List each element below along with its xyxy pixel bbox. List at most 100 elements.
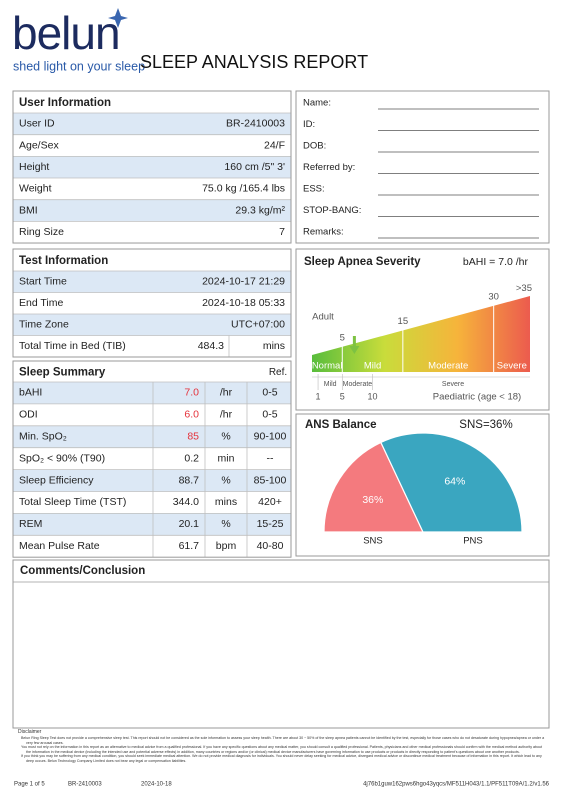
section-title: User Information: [19, 97, 111, 109]
row-label: SpO₂ < 90% (T90): [19, 452, 105, 464]
row-shade: [13, 469, 291, 492]
row-label: Time Zone: [19, 319, 69, 331]
row-unit: /hr: [220, 409, 233, 421]
row-ref: 15-25: [257, 518, 284, 530]
disclaimer-item: You must not rely on the information in …: [21, 745, 543, 754]
row-ref: 420+: [258, 496, 282, 508]
row-label: ODI: [19, 409, 38, 421]
form-label: Name:: [303, 98, 331, 109]
section-title: Sleep Summary: [19, 367, 106, 379]
section-box: [12, 90, 292, 244]
row-value: 484.3: [198, 340, 224, 352]
slice-label: 64%: [444, 476, 465, 488]
row-ref: 0-5: [262, 409, 277, 421]
row-shade: [13, 199, 291, 222]
adult-category: Mild: [364, 361, 381, 372]
row-ref: 90-100: [254, 431, 287, 443]
adult-tick-label: 5: [340, 332, 345, 343]
tagline: shed light on your sleep: [13, 59, 145, 73]
row-shade: [13, 156, 291, 179]
row-value: 160 cm /5" 3': [224, 161, 285, 173]
row-label: bAHI: [19, 387, 42, 399]
category-label: SNS: [363, 536, 383, 547]
section-title: Comments/Conclusion: [20, 565, 145, 577]
row-unit: bpm: [216, 540, 237, 552]
row-label: REM: [19, 518, 42, 530]
row-shade: [13, 113, 291, 135]
section-box: [12, 360, 292, 558]
row-unit: %: [221, 474, 230, 486]
row-value: UTC+07:00: [231, 319, 285, 331]
row-value: 6.0: [184, 409, 199, 421]
row-label: Start Time: [19, 276, 67, 288]
row-label: Ring Size: [19, 226, 64, 238]
row-value: 7.0: [184, 387, 199, 399]
paediatric-tick-label: 1: [316, 391, 321, 401]
adult-label: Adult: [312, 312, 334, 323]
row-label: Height: [19, 161, 49, 173]
form-label: Remarks:: [303, 227, 344, 238]
bahi-label: bAHI = 7.0 /hr: [463, 256, 529, 268]
footer-date: 2024-10-18: [141, 782, 172, 788]
disclaimer-title: Disclaimer: [18, 729, 42, 735]
row-value: 344.0: [173, 496, 199, 508]
adult-category: Normal: [312, 361, 343, 372]
row-label: BMI: [19, 204, 38, 216]
bahi-marker: [349, 336, 360, 354]
logo-star: [108, 8, 128, 28]
row-label: Total Time in Bed (TIB): [19, 340, 126, 352]
row-shade: [13, 425, 291, 448]
paediatric-label: Paediatric (age < 18): [433, 392, 521, 403]
row-value: 24/F: [264, 139, 285, 151]
row-value: 2024-10-18 05:33: [202, 297, 285, 309]
row-value: 2024-10-17 21:29: [202, 276, 285, 288]
adult-category: Severe: [497, 361, 527, 372]
paediatric-category: Severe: [442, 381, 464, 388]
row-shade: [13, 513, 291, 536]
disclaimer-item: Belun Ring Sleep Test does not provide a…: [21, 736, 545, 745]
footer-user-id: BR-2410003: [68, 782, 102, 788]
row-value: 61.7: [179, 540, 200, 552]
disclaimer: Disclaimer Belun Ring Sleep Test does no…: [18, 729, 548, 764]
paediatric-category: Moderate: [343, 381, 373, 388]
chart-title: ANS Balance: [305, 419, 377, 431]
row-ref: 40-80: [257, 540, 284, 552]
row-unit: mins: [263, 340, 285, 352]
form-label: Referred by:: [303, 162, 355, 173]
row-value: 29.3 kg/m²: [235, 204, 285, 216]
row-label: Age/Sex: [19, 139, 59, 151]
severity-box: [295, 248, 550, 411]
row-value: 0.2: [184, 452, 199, 464]
row-ref: 85-100: [254, 474, 287, 486]
ans-box: [295, 413, 550, 557]
paediatric-tick-label: 5: [340, 391, 345, 401]
brand: belun: [12, 7, 120, 59]
row-value: 7: [279, 226, 285, 238]
row-label: Weight: [19, 183, 52, 195]
row-value: BR-2410003: [226, 118, 285, 130]
form-label: ESS:: [303, 184, 325, 195]
form-label: DOB:: [303, 141, 326, 152]
footer-page: Page 1 of 5: [14, 782, 45, 788]
paediatric-tick-label: 10: [368, 391, 378, 401]
adult-tick-label: >35: [516, 283, 532, 294]
paediatric-category: Mild: [324, 381, 337, 388]
section-title: Sleep Apnea Severity: [304, 256, 421, 268]
adult-category: Moderate: [428, 361, 468, 372]
row-value: 20.1: [179, 518, 200, 530]
row-unit: %: [221, 431, 230, 443]
pie-slice: [323, 441, 424, 533]
adult-tick-label: 15: [398, 316, 409, 327]
report-title: SLEEP ANALYSIS REPORT: [140, 52, 368, 72]
category-label: PNS: [463, 536, 483, 547]
form-box: [295, 90, 550, 244]
row-shade: [13, 271, 291, 293]
section-title: Test Information: [19, 255, 108, 267]
row-unit: mins: [215, 496, 237, 508]
form-label: ID:: [303, 119, 315, 130]
row-value: 88.7: [179, 474, 200, 486]
section-box: [12, 248, 292, 358]
row-label: End Time: [19, 297, 64, 309]
